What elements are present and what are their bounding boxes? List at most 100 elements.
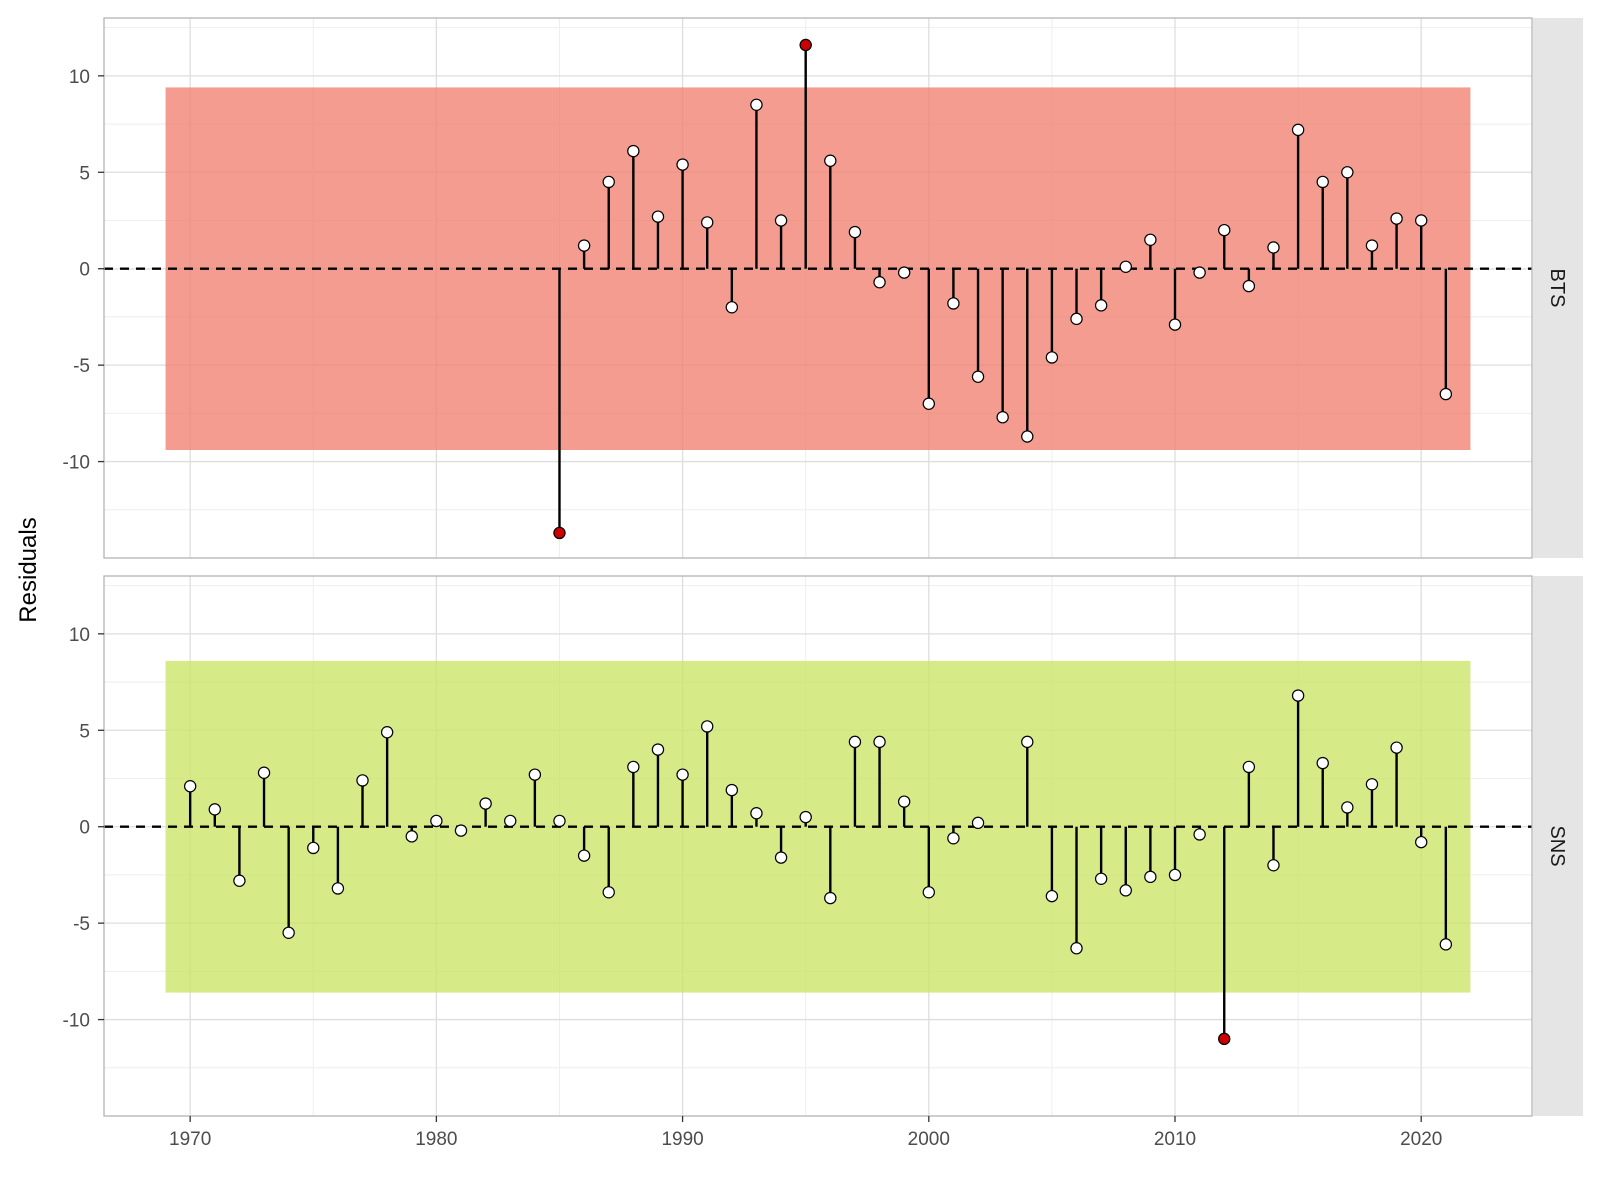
y-axis-sns: -10 -5 0 5 10 — [63, 625, 104, 1032]
data-point — [725, 783, 739, 797]
data-point — [1168, 318, 1182, 331]
x-tick-label: 2000 — [908, 1129, 950, 1150]
data-point — [1415, 835, 1428, 849]
data-point — [824, 891, 837, 905]
data-point — [1341, 801, 1354, 814]
data-point — [627, 760, 640, 774]
y-tick-label: -10 — [63, 453, 90, 474]
data-point — [1218, 223, 1231, 237]
data-point — [725, 301, 739, 314]
panel-sns: -10 -5 0 5 10 SNS — [63, 575, 1583, 1117]
stems — [558, 45, 1448, 533]
data-point — [897, 266, 911, 279]
data-point — [1193, 266, 1206, 279]
data-point — [553, 814, 566, 828]
data-point — [1267, 859, 1280, 872]
data-point — [971, 816, 985, 830]
data-point — [1045, 351, 1059, 364]
y-tick-label: 5 — [79, 721, 90, 742]
y-tick-label: 0 — [79, 260, 90, 281]
data-point — [1070, 942, 1083, 955]
data-point — [1415, 214, 1428, 227]
data-point — [577, 849, 591, 862]
outlier-point — [1218, 1032, 1231, 1046]
data-point — [676, 768, 689, 781]
data-point — [701, 720, 714, 733]
data-point — [627, 144, 640, 158]
data-point — [1045, 889, 1059, 903]
data-point — [1316, 756, 1329, 770]
data-point — [897, 795, 911, 808]
data-point — [307, 841, 320, 855]
data-point — [183, 780, 197, 793]
data-point — [1365, 778, 1379, 791]
data-point — [799, 810, 812, 824]
data-point — [430, 814, 443, 828]
data-point — [947, 297, 960, 310]
data-point — [873, 276, 886, 289]
data-point — [1242, 279, 1256, 293]
data-point — [1168, 868, 1182, 882]
facet-strip-sns: SNS — [1533, 576, 1583, 1116]
data-point — [380, 726, 394, 739]
data-point — [282, 926, 295, 939]
data-point — [602, 175, 615, 189]
data-point — [1193, 828, 1206, 841]
y-tick-label: 10 — [69, 625, 90, 646]
data-point — [1316, 175, 1329, 189]
data-point — [824, 154, 837, 167]
data-point — [1119, 260, 1132, 273]
data-point — [405, 830, 418, 843]
data-point — [651, 210, 665, 223]
strip-background — [1533, 576, 1583, 1116]
outlier-point — [799, 38, 812, 52]
data-point — [947, 832, 960, 845]
data-point — [528, 768, 542, 781]
data-point — [233, 874, 246, 887]
y-tick-label: 5 — [79, 163, 90, 184]
data-point — [1119, 884, 1132, 897]
data-point — [1439, 387, 1453, 401]
data-point — [701, 216, 714, 229]
data-point — [873, 735, 886, 749]
y-axis-title: Residuals — [15, 517, 42, 622]
x-tick-label: 1970 — [169, 1129, 211, 1150]
x-tick-label: 2010 — [1154, 1129, 1196, 1150]
y-tick-label: 10 — [69, 67, 90, 88]
data-point — [848, 225, 862, 239]
points — [553, 38, 1453, 540]
y-tick-label: 0 — [79, 818, 90, 839]
panel-border — [103, 17, 1533, 559]
data-point — [504, 814, 517, 828]
panel-bts: -10 -5 0 5 10 BTS — [63, 17, 1583, 559]
data-point — [1021, 735, 1034, 749]
panels-layer: -10 -5 0 5 10 BTS -10 -5 0 5 10 SNS — [63, 17, 1583, 1117]
data-point — [750, 807, 763, 820]
data-point — [922, 397, 935, 410]
y-tick-label: -5 — [73, 356, 90, 377]
data-point — [651, 743, 665, 756]
points — [183, 689, 1453, 1046]
x-tick-label: 1990 — [661, 1129, 703, 1150]
data-point — [577, 239, 591, 252]
data-point — [1242, 760, 1256, 774]
y-tick-label: -5 — [73, 914, 90, 935]
data-point — [454, 824, 468, 837]
data-point — [848, 735, 862, 749]
data-point — [1070, 312, 1083, 326]
strip-background — [1533, 18, 1583, 558]
data-point — [1267, 241, 1280, 254]
x-tick-label: 1980 — [415, 1129, 457, 1150]
data-point — [922, 886, 935, 899]
data-point — [774, 851, 788, 864]
outlier-point — [553, 526, 566, 540]
data-point — [257, 766, 271, 779]
y-axis-bts: -10 -5 0 5 10 — [63, 67, 104, 474]
panel-border — [103, 575, 1533, 1117]
data-point — [676, 158, 689, 171]
data-point — [996, 411, 1009, 424]
data-point — [750, 98, 763, 111]
data-point — [971, 370, 985, 383]
data-point — [1094, 872, 1108, 885]
x-tick-label: 2020 — [1400, 1129, 1442, 1150]
